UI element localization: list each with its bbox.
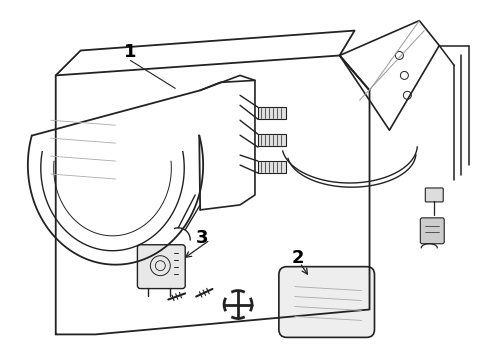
- FancyBboxPatch shape: [137, 245, 185, 289]
- Text: 2: 2: [292, 249, 304, 267]
- FancyBboxPatch shape: [258, 134, 286, 146]
- FancyBboxPatch shape: [420, 218, 444, 244]
- FancyBboxPatch shape: [425, 188, 443, 202]
- FancyBboxPatch shape: [258, 161, 286, 173]
- Text: 1: 1: [124, 44, 137, 62]
- FancyBboxPatch shape: [258, 107, 286, 119]
- FancyBboxPatch shape: [279, 267, 374, 337]
- Text: 3: 3: [196, 229, 208, 247]
